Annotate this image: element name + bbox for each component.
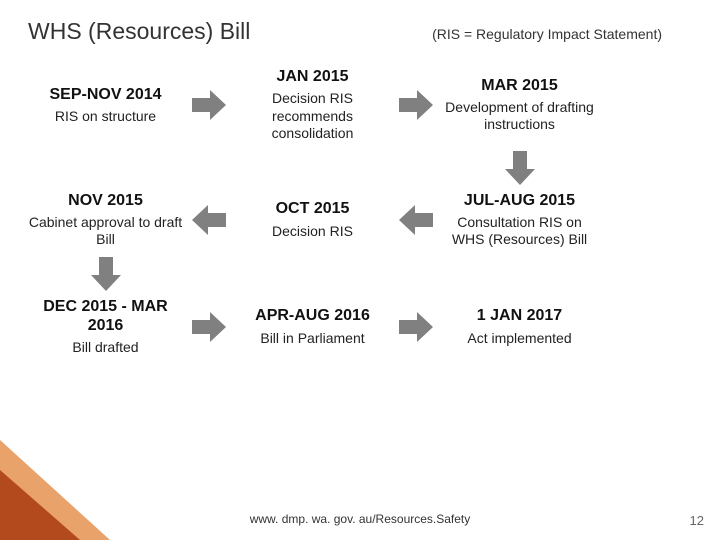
box-1-jan-2017: 1 JAN 2017 Act implemented	[442, 306, 597, 347]
box-mar-2015: MAR 2015 Development of drafting instruc…	[442, 76, 597, 134]
slide-title: WHS (Resources) Bill	[28, 18, 250, 45]
box-heading: APR-AUG 2016	[235, 306, 390, 325]
arrow-left-icon	[183, 205, 235, 235]
arrow-right-icon	[390, 312, 442, 342]
box-body: Bill in Parliament	[235, 330, 390, 348]
box-heading: NOV 2015	[28, 191, 183, 210]
box-body: Act implemented	[442, 330, 597, 348]
box-apr-aug-2016: APR-AUG 2016 Bill in Parliament	[235, 306, 390, 347]
arrow-left-icon	[390, 205, 442, 235]
box-body: Bill drafted	[28, 339, 183, 357]
box-body: Development of drafting instructions	[442, 99, 597, 134]
header: WHS (Resources) Bill (RIS = Regulatory I…	[28, 18, 692, 45]
box-heading: SEP-NOV 2014	[28, 85, 183, 104]
box-jul-aug-2015: JUL-AUG 2015 Consultation RIS on WHS (Re…	[442, 191, 597, 249]
arrow-down-icon	[442, 151, 597, 185]
arrow-right-icon	[390, 90, 442, 120]
down-arrow-row-1	[28, 151, 692, 185]
arrow-right-icon	[183, 312, 235, 342]
arrow-right-icon	[183, 90, 235, 120]
box-body: Decision RIS	[235, 223, 390, 241]
down-arrow-row-2	[28, 257, 692, 291]
flow-grid: SEP-NOV 2014 RIS on structure JAN 2015 D…	[28, 67, 692, 357]
footer-url: www. dmp. wa. gov. au/Resources.Safety	[0, 512, 720, 526]
box-heading: MAR 2015	[442, 76, 597, 95]
box-body: RIS on structure	[28, 108, 183, 126]
box-body: Cabinet approval to draft Bill	[28, 214, 183, 249]
slide-subtitle: (RIS = Regulatory Impact Statement)	[432, 26, 692, 42]
flow-row-1: SEP-NOV 2014 RIS on structure JAN 2015 D…	[28, 67, 692, 143]
box-oct-2015: OCT 2015 Decision RIS	[235, 199, 390, 240]
page-number: 12	[690, 513, 704, 528]
arrow-down-icon	[28, 257, 183, 291]
box-nov-2015: NOV 2015 Cabinet approval to draft Bill	[28, 191, 183, 249]
slide: WHS (Resources) Bill (RIS = Regulatory I…	[0, 0, 720, 540]
box-heading: JAN 2015	[235, 67, 390, 86]
flow-row-3: DEC 2015 - MAR 2016 Bill drafted APR-AUG…	[28, 297, 692, 357]
box-sep-nov-2014: SEP-NOV 2014 RIS on structure	[28, 85, 183, 126]
box-heading: JUL-AUG 2015	[442, 191, 597, 210]
box-dec-2015-mar-2016: DEC 2015 - MAR 2016 Bill drafted	[28, 297, 183, 357]
box-heading: 1 JAN 2017	[442, 306, 597, 325]
box-heading: OCT 2015	[235, 199, 390, 218]
flow-row-2: NOV 2015 Cabinet approval to draft Bill …	[28, 191, 692, 249]
box-body: Consultation RIS on WHS (Resources) Bill	[442, 214, 597, 249]
box-heading: DEC 2015 - MAR 2016	[28, 297, 183, 335]
box-body: Decision RIS recommends consolidation	[235, 90, 390, 143]
box-jan-2015: JAN 2015 Decision RIS recommends consoli…	[235, 67, 390, 143]
